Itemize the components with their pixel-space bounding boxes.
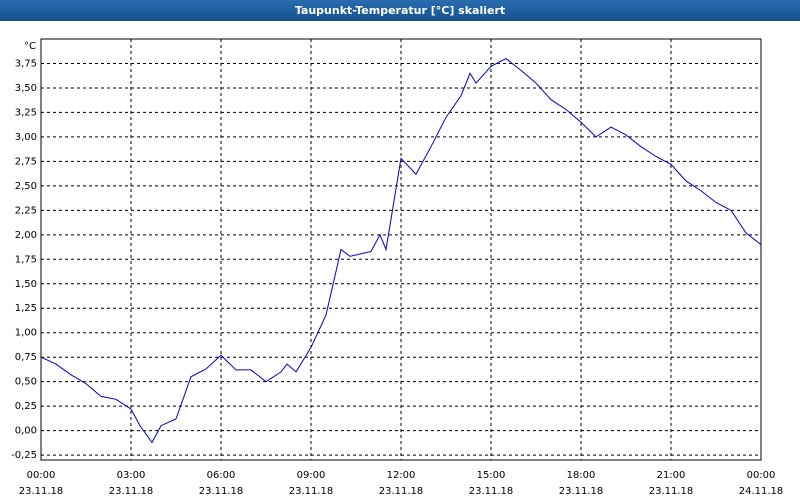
x-tick-date: 23.11.18 (649, 486, 694, 497)
x-tick-label: 15:00 (477, 470, 506, 481)
x-tick-date: 23.11.18 (289, 486, 334, 497)
y-tick-label: 2,50 (15, 181, 37, 192)
y-tick-label: 1,75 (15, 254, 37, 265)
x-tick-date: 23.11.18 (379, 486, 424, 497)
y-tick-label: 2,25 (15, 205, 37, 216)
y-tick-label: 1,25 (15, 303, 37, 314)
y-unit: °C (24, 41, 36, 52)
x-tick-date: 23.11.18 (199, 486, 244, 497)
y-tick-label: 0,50 (15, 377, 37, 388)
x-tick-date: 23.11.18 (109, 486, 154, 497)
y-tick-label: 3,00 (15, 132, 37, 143)
x-tick-date: 23.11.18 (19, 486, 64, 497)
y-tick-label: 0,00 (15, 426, 37, 437)
x-tick-label: 18:00 (567, 470, 596, 481)
y-tick-label: 3,75 (15, 58, 37, 69)
y-tick-label: 1,50 (15, 279, 37, 290)
y-tick-label: -0,25 (11, 450, 37, 461)
x-tick-label: 09:00 (297, 470, 326, 481)
y-tick-label: 3,50 (15, 83, 37, 94)
title-bar (0, 0, 800, 21)
x-tick-label: 00:00 (27, 470, 56, 481)
x-tick-label: 03:00 (117, 470, 146, 481)
y-tick-label: 3,25 (15, 107, 37, 118)
y-tick-label: 2,00 (15, 230, 37, 241)
x-tick-label: 12:00 (387, 470, 416, 481)
chart-title: Taupunkt-Temperatur [°C] skaliert (295, 4, 505, 17)
y-tick-label: 0,25 (15, 401, 37, 412)
x-tick-date: 24.11.18 (739, 486, 784, 497)
plot-border (40, 38, 762, 461)
y-tick-label: 0,75 (15, 352, 37, 363)
data-line (40, 57, 762, 444)
x-tick-date: 23.11.18 (469, 486, 514, 497)
x-tick-label: 06:00 (207, 470, 236, 481)
x-tick-date: 23.11.18 (559, 486, 604, 497)
y-tick-label: 2,75 (15, 156, 37, 167)
x-tick-label: 21:00 (657, 470, 686, 481)
y-tick-label: 1,00 (15, 328, 37, 339)
x-tick-label: 00:00 (747, 470, 776, 481)
